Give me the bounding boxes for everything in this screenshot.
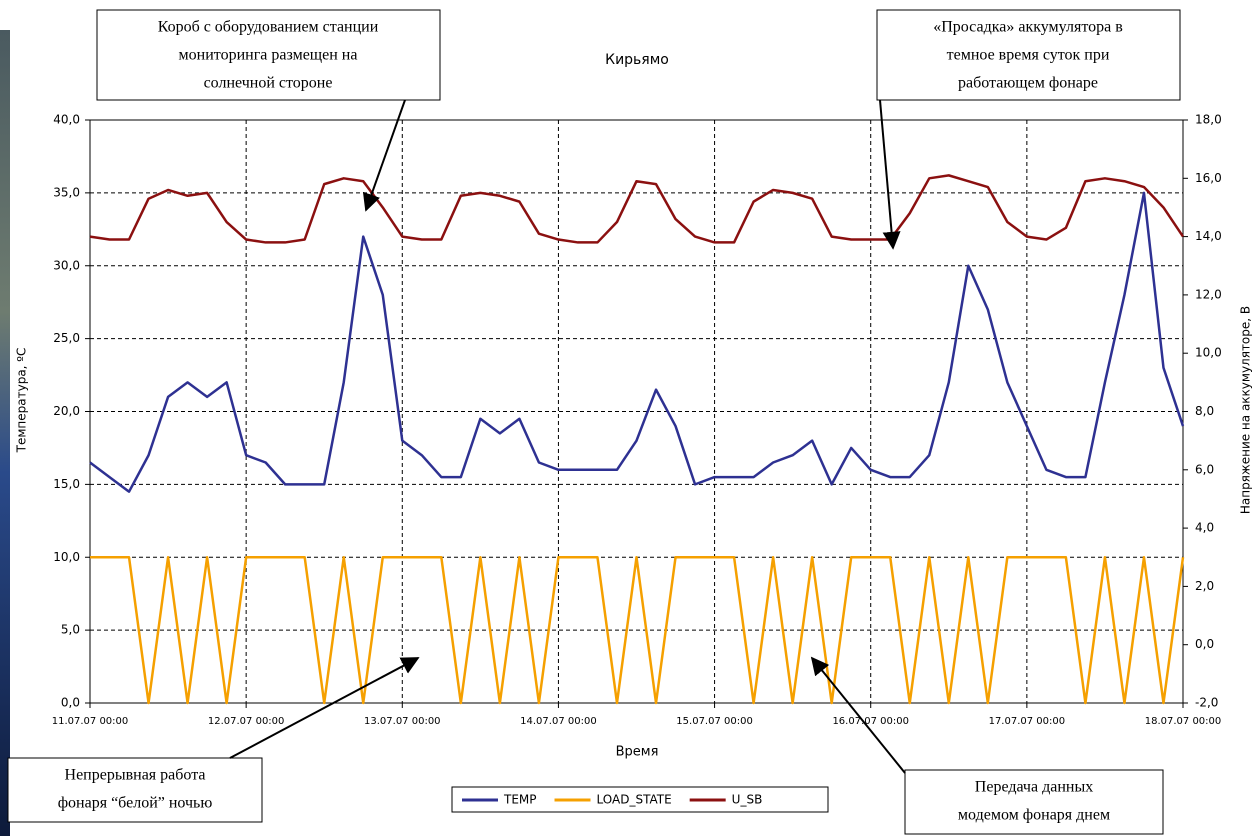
callout-text: темное время суток при [947,47,1110,64]
series-line [89,174,1185,244]
callout-text: Непрерывная работа [65,767,206,784]
plot-area: 0,0 5,0 10,0 15,0 20,0 25,0 30,0 35,0 40,0 -2,0 0,… [52,113,1222,728]
legend-items: TEMP LOAD_STATE U_SB [462,793,762,807]
callout-box [7,757,263,823]
x-tick-label: 13.07.07 00:00 [364,716,441,727]
y-tick-label: 40,0 [53,113,80,127]
y-tick-label: 15,0 [53,477,80,491]
x-tick-label: 14.07.07 00:00 [520,716,597,727]
legend-label: U_SB [732,793,763,807]
y-tick-label: 25,0 [53,331,80,345]
chart-title: Кирьямо [605,52,669,68]
x-tick-label: 11.07.07 00:00 [52,716,129,727]
y2-tick-label: 2,0 [1195,579,1214,593]
callout-text: Короб с оборудованием станции [158,19,379,36]
callout-text: модемом фонаря днем [958,807,1110,824]
y-tick-label: 10,0 [53,550,80,564]
y2-axis-label: Напряжение на аккумуляторе, В [1239,306,1253,514]
y2-tick-label: 16,0 [1195,171,1222,185]
legend-label: TEMP [503,793,537,807]
callout-arrow [810,656,906,774]
x-tick-label: 18.07.07 00:00 [1145,716,1222,727]
callout-arrow [362,99,406,212]
callout-text: фонаря “белой” ночью [58,795,213,812]
y2-tick-label: 4,0 [1195,521,1214,535]
y2-tick-label: 12,0 [1195,287,1222,301]
callout: «Просадка» аккумулятора в темное время с… [876,9,1181,250]
x-tick-label: 16.07.07 00:00 [832,716,909,727]
x-tick-label: 12.07.07 00:00 [208,716,285,727]
y-tick-label: 20,0 [53,404,80,418]
callout-box [96,9,441,101]
callout-text: работающем фонаре [958,75,1098,92]
callout-arrow [879,99,901,250]
y2-tick-label: 14,0 [1195,229,1222,243]
legend-label: LOAD_STATE [597,793,672,807]
series-line [89,191,1185,493]
x-axis-label: Время [616,745,659,760]
y2-tick-label: 6,0 [1195,462,1214,476]
y2-tick-label: 18,0 [1195,113,1222,127]
plot-border [89,119,1184,704]
x-tick-label: 17.07.07 00:00 [989,716,1066,727]
y-tick-label: 0,0 [61,696,80,710]
callout-text: мониторинга размещен на [179,47,358,64]
y2-tick-label: 10,0 [1195,346,1222,360]
series-line [90,556,1185,705]
callout: Передача данных модемом фонаря днем [810,656,1164,835]
photo-strip [0,30,10,836]
callout: Короб с оборудованием станции мониторинг… [96,9,441,212]
callout-text: солнечной стороне [204,75,333,92]
y-tick-label: 35,0 [53,185,80,199]
y-tick-label: 5,0 [61,623,80,637]
y-tick-label: 30,0 [53,258,80,272]
callout-text: Передача данных [975,779,1093,796]
x-tick-label: 15.07.07 00:00 [676,716,753,727]
y-axis-label: Температура, ºС [15,348,29,454]
callout: Непрерывная работа фонаря “белой” ночью [7,657,420,823]
y2-tick-label: -2,0 [1195,696,1218,710]
legend [451,786,829,813]
y2-tick-label: 0,0 [1195,637,1214,651]
callout-box [904,769,1164,835]
callout-arrow [229,657,420,759]
callout-text: «Просадка» аккумулятора в [933,19,1123,36]
callout-box [876,9,1181,101]
y2-tick-label: 8,0 [1195,404,1214,418]
